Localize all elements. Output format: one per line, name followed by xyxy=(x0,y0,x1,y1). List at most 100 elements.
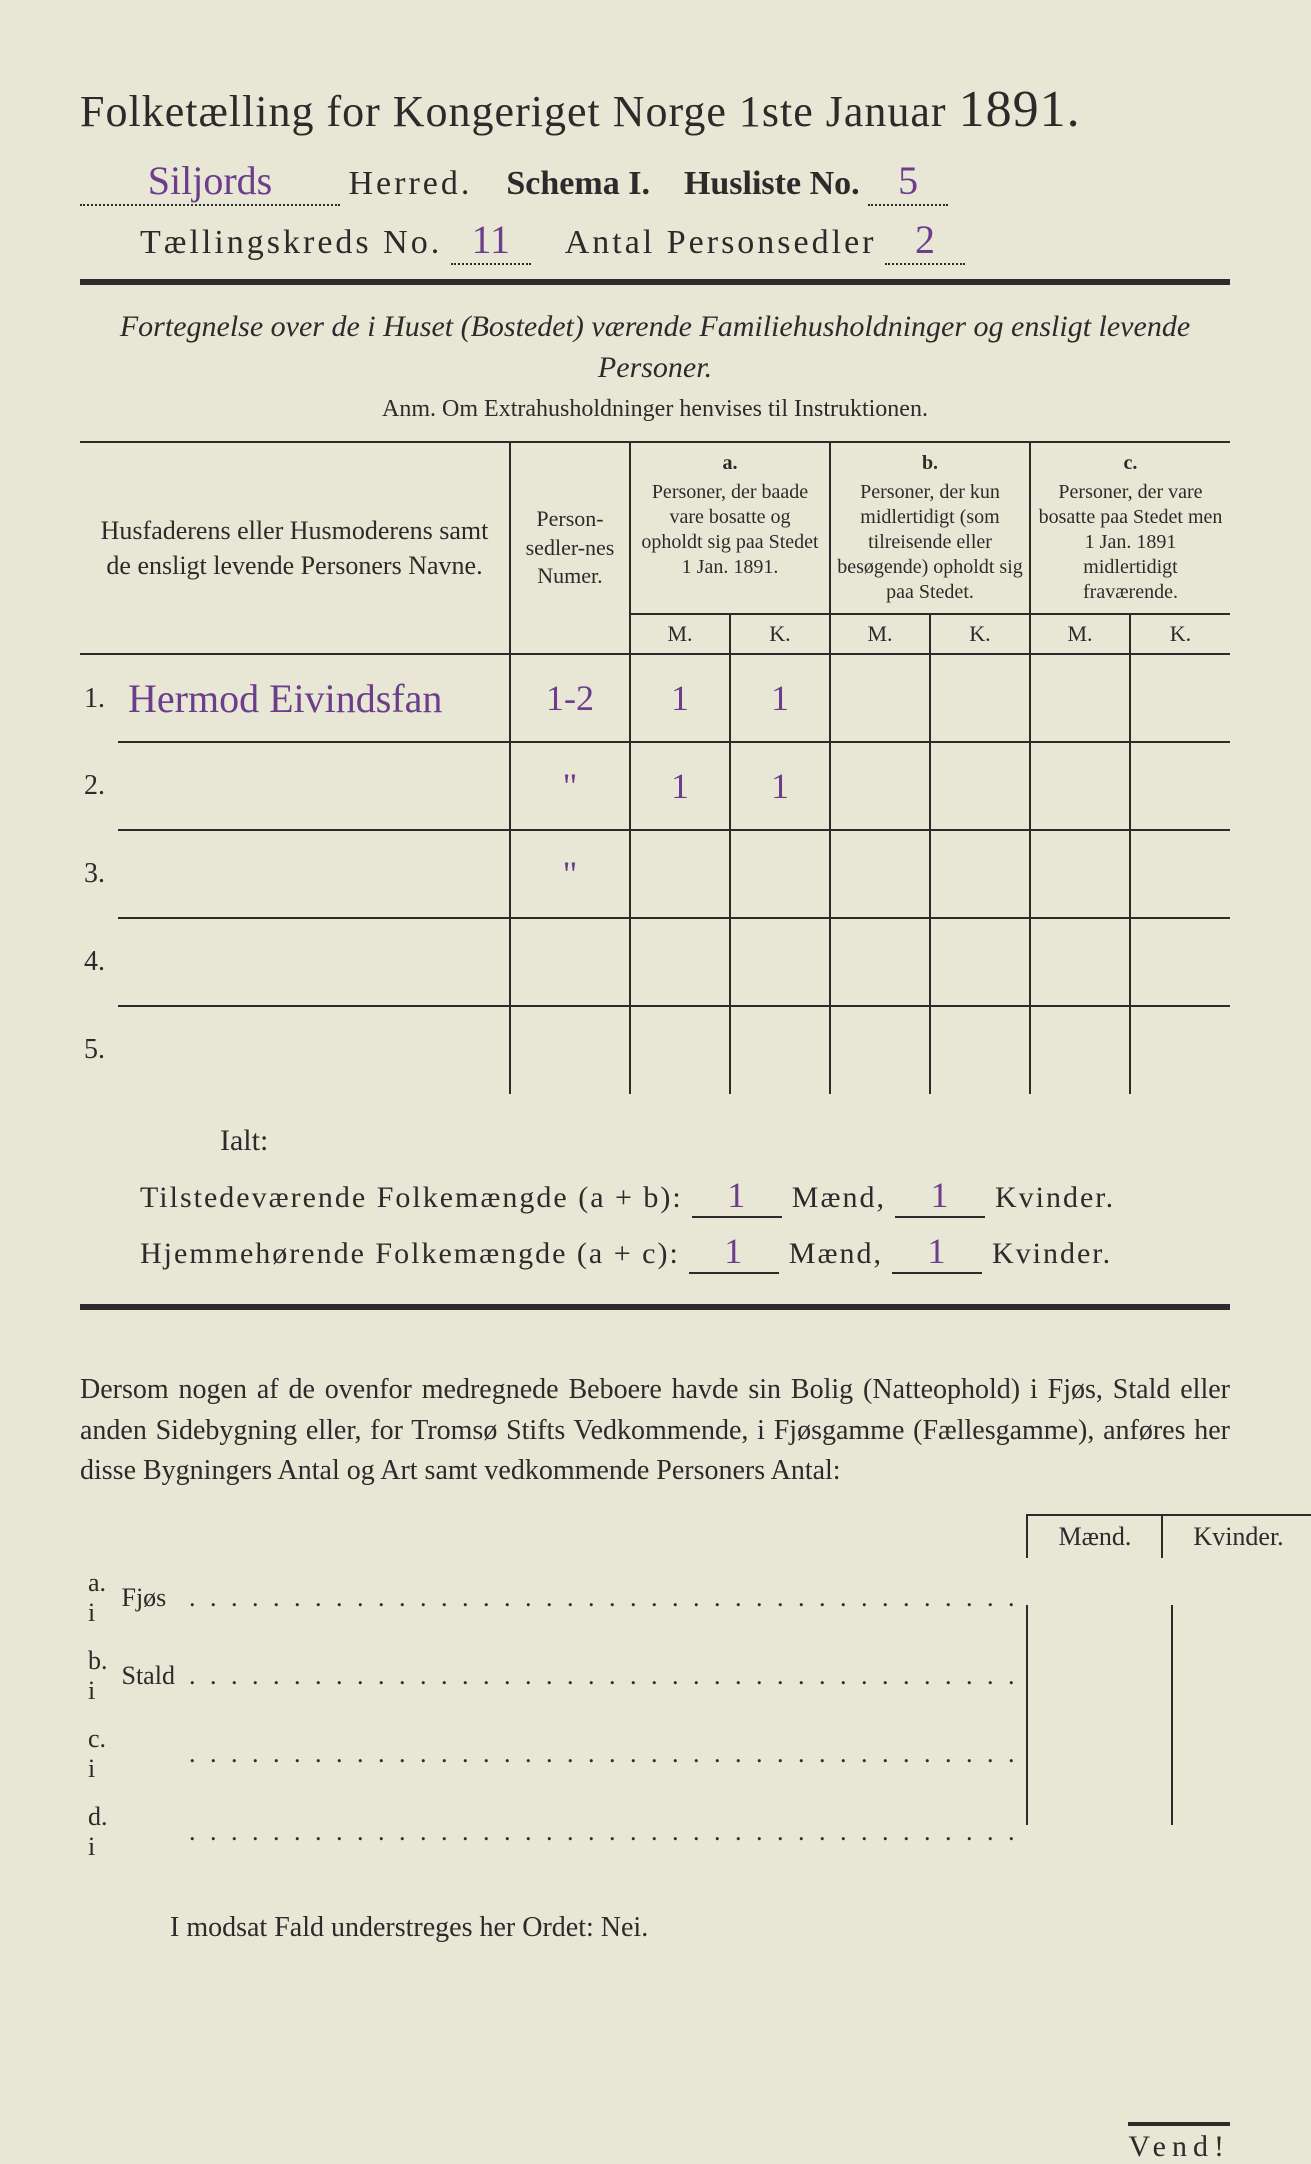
row-personsedler xyxy=(510,1006,630,1094)
title-text: Folketælling for Kongeriget Norge 1ste J… xyxy=(80,87,947,136)
rule-2 xyxy=(80,1304,1230,1310)
herred-label: Herred. xyxy=(349,165,473,202)
anm-text: Anm. Om Extrahusholdninger henvises til … xyxy=(80,396,1230,423)
col-c-head: c. Personer, der vare bosatte paa Stedet… xyxy=(1030,442,1230,614)
row-a-m: 1 xyxy=(630,654,730,742)
row-personsedler: " xyxy=(510,830,630,918)
building-paragraph: Dersom nogen af de ovenfor medregnede Be… xyxy=(80,1370,1230,1492)
maend-1: Mænd, xyxy=(792,1181,886,1214)
sub-lead: a. i xyxy=(82,1560,114,1636)
row-c-m xyxy=(1030,1006,1130,1094)
row-b-k xyxy=(930,918,1030,1006)
kvinder-2: Kvinder. xyxy=(992,1237,1112,1270)
sub-label xyxy=(116,1716,181,1792)
row-a-m xyxy=(630,1006,730,1094)
census-form: Folketælling for Kongeriget Norge 1ste J… xyxy=(80,80,1230,1944)
totals-1-k: 1 xyxy=(895,1174,985,1218)
header-row-2: Siljords Herred. Schema I. Husliste No. … xyxy=(80,157,1230,206)
row-a-m xyxy=(630,830,730,918)
row-c-k xyxy=(1130,742,1230,830)
row-c-m xyxy=(1030,918,1130,1006)
antal-label: Antal Personsedler xyxy=(565,224,877,261)
kreds-value: 11 xyxy=(451,216,531,265)
col-b-label: b. xyxy=(837,451,1023,476)
building-table: Mænd. Kvinder. a. iFjøs . . . . . . . . … xyxy=(80,1512,1311,1872)
kvinder-1: Kvinder. xyxy=(995,1181,1115,1214)
schema-label: Schema I. xyxy=(506,165,650,202)
totals-2-m: 1 xyxy=(689,1230,779,1274)
sub-label: Stald xyxy=(116,1638,181,1714)
row-b-m xyxy=(830,918,930,1006)
table-row: 1.Hermod Eivindsfan1-211 xyxy=(80,654,1230,742)
husliste-value: 5 xyxy=(868,157,948,206)
sub-lead: b. i xyxy=(82,1638,114,1714)
col-a-k: K. xyxy=(730,614,830,654)
totals-1-m: 1 xyxy=(692,1174,782,1218)
row-b-k xyxy=(930,1006,1030,1094)
sub-maend: Mænd. xyxy=(1026,1514,1163,1558)
col-a-text: Personer, der baade vare bosatte og opho… xyxy=(641,481,818,578)
sub-kvinder: Kvinder. xyxy=(1163,1514,1311,1558)
sub-lead: d. i xyxy=(82,1794,114,1870)
col-c-k: K. xyxy=(1130,614,1230,654)
row-c-k xyxy=(1130,1006,1230,1094)
sub-dots: . . . . . . . . . . . . . . . . . . . . … xyxy=(183,1794,1025,1870)
row-name xyxy=(118,742,510,830)
row-num: 2. xyxy=(80,742,118,830)
row-personsedler: " xyxy=(510,742,630,830)
row-name xyxy=(118,1006,510,1094)
totals-line-1: Tilstedeværende Folkemængde (a + b): 1 M… xyxy=(140,1174,1230,1218)
row-a-m xyxy=(630,918,730,1006)
vend-label: Vend! xyxy=(1128,2122,1230,2164)
row-b-m xyxy=(830,654,930,742)
row-personsedler xyxy=(510,918,630,1006)
row-name xyxy=(118,830,510,918)
col-num-head: Person-sedler-nes Numer. xyxy=(510,442,630,654)
title-year: 1891. xyxy=(959,81,1081,138)
col-b-text: Personer, der kun midlertidigt (som tilr… xyxy=(837,481,1023,603)
sub-label xyxy=(116,1794,181,1870)
sub-label: Fjøs xyxy=(116,1560,181,1636)
row-name xyxy=(118,918,510,1006)
herred-value: Siljords xyxy=(80,157,340,206)
row-c-k xyxy=(1130,918,1230,1006)
husliste-label: Husliste No. xyxy=(684,165,860,202)
row-b-m xyxy=(830,830,930,918)
col-a-label: a. xyxy=(637,451,823,476)
row-a-k xyxy=(730,1006,830,1094)
row-b-k xyxy=(930,742,1030,830)
sub-dots: . . . . . . . . . . . . . . . . . . . . … xyxy=(183,1560,1025,1636)
totals-1-label: Tilstedeværende Folkemængde (a + b): xyxy=(140,1181,683,1214)
row-c-k xyxy=(1130,830,1230,918)
row-c-m xyxy=(1030,742,1130,830)
col-b-m: M. xyxy=(830,614,930,654)
kreds-label: Tællingskreds No. xyxy=(140,224,442,261)
totals-line-2: Hjemmehørende Folkemængde (a + c): 1 Mæn… xyxy=(140,1230,1230,1274)
row-num: 5. xyxy=(80,1006,118,1094)
col-a-m: M. xyxy=(630,614,730,654)
col-c-label: c. xyxy=(1037,451,1224,476)
intro-text: Fortegnelse over de i Huset (Bostedet) v… xyxy=(80,307,1230,388)
nei-line: I modsat Fald understreges her Ordet: Ne… xyxy=(170,1912,1230,1944)
row-c-m xyxy=(1030,654,1130,742)
row-a-k xyxy=(730,918,830,1006)
row-personsedler: 1-2 xyxy=(510,654,630,742)
page-title: Folketælling for Kongeriget Norge 1ste J… xyxy=(80,80,1230,139)
col-b-k: K. xyxy=(930,614,1030,654)
row-b-k xyxy=(930,654,1030,742)
col-a-head: a. Personer, der baade vare bosatte og o… xyxy=(630,442,830,614)
maend-2: Mænd, xyxy=(789,1237,883,1270)
col-c-text: Personer, der vare bosatte paa Stedet me… xyxy=(1039,481,1223,603)
row-num: 4. xyxy=(80,918,118,1006)
col-names-head: Husfaderens eller Husmoderens samt de en… xyxy=(80,442,510,654)
sub-dots: . . . . . . . . . . . . . . . . . . . . … xyxy=(183,1716,1025,1792)
table-row: 2."11 xyxy=(80,742,1230,830)
row-b-m xyxy=(830,742,930,830)
antal-value: 2 xyxy=(885,216,965,265)
table-row: 5. xyxy=(80,1006,1230,1094)
totals-2-k: 1 xyxy=(892,1230,982,1274)
row-b-k xyxy=(930,830,1030,918)
row-c-m xyxy=(1030,830,1130,918)
mk-box xyxy=(1026,1605,1311,1825)
row-b-m xyxy=(830,1006,930,1094)
